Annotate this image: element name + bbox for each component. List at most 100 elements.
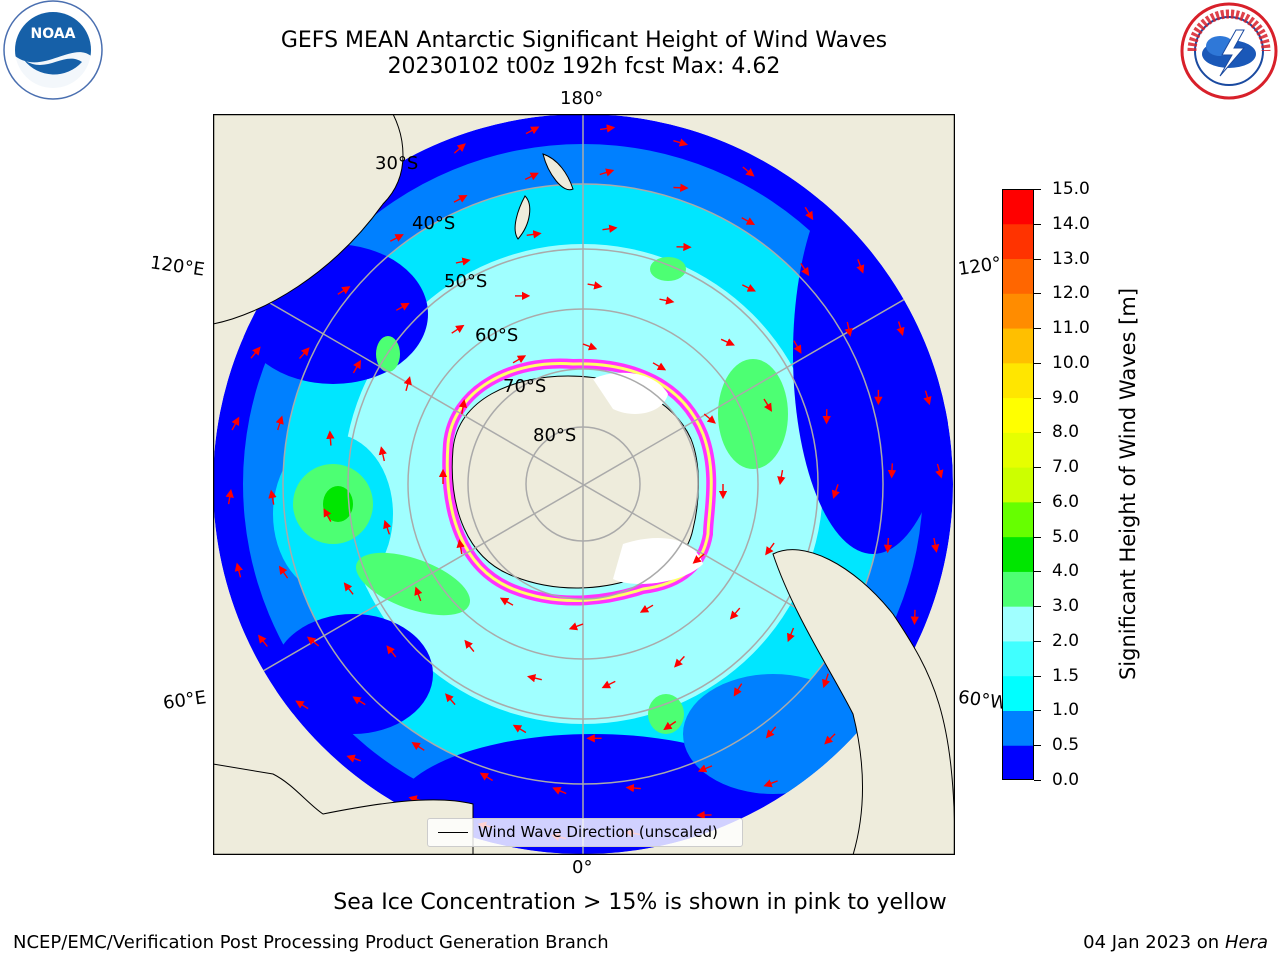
- wind-arrow: [602, 224, 618, 233]
- colorbar-tick-label: 15.0: [1052, 179, 1090, 199]
- lat-label-30s: 30°S: [375, 153, 419, 174]
- wind-arrow: [275, 415, 284, 431]
- lon-label-left-lower: 60°E: [161, 687, 208, 714]
- legend-label: Wind Wave Direction (unscaled): [478, 823, 718, 841]
- colorbar-tick-mark: [1034, 328, 1041, 330]
- colorbar-tick-mark: [1034, 745, 1041, 747]
- wind-arrow: [231, 416, 240, 431]
- wind-arrow: [777, 469, 786, 486]
- colorbar-tick-label: 10.0: [1052, 352, 1090, 373]
- wind-arrow: [765, 726, 777, 739]
- colorbar-tick-mark: [1034, 397, 1041, 399]
- legend-line-sample: [438, 832, 468, 833]
- lon-label-top: 180°: [560, 88, 604, 109]
- wind-arrow: [403, 376, 412, 391]
- colorbar-tick-label: 0.0: [1052, 770, 1080, 790]
- wind-arrow: [525, 126, 540, 135]
- colorbar-segment: [1002, 293, 1034, 329]
- wind-arrow: [526, 230, 542, 239]
- colorbar-tick-mark: [1034, 189, 1041, 190]
- colorbar-segment: [1002, 571, 1034, 607]
- credit-line: NCEP/EMC/Verification Post Processing Pr…: [13, 932, 609, 953]
- colorbar-segment: [1002, 640, 1034, 677]
- wind-arrow: [742, 166, 755, 177]
- wind-arrow: [787, 627, 795, 643]
- wind-arrow: [733, 683, 743, 697]
- colorbar-tick-label: 11.0: [1052, 318, 1090, 339]
- colorbar-segment: [1002, 467, 1034, 503]
- chart-subtitle: 20230102 t00z 192h fcst Max: 4.62: [387, 54, 781, 79]
- colorbar-tick-mark: [1034, 362, 1041, 364]
- colorbar-tick-label: 8.0: [1052, 422, 1080, 443]
- wind-arrow: [831, 484, 840, 499]
- wind-arrow: [568, 622, 584, 631]
- svg-text:NOAA: NOAA: [31, 26, 76, 42]
- wind-arrow: [306, 636, 320, 647]
- wind-arrow: [582, 342, 598, 351]
- wind-arrow: [763, 779, 778, 788]
- lat-label-60s: 60°S: [475, 325, 519, 346]
- wind-arrow: [639, 604, 654, 613]
- wind-arrow: [455, 257, 471, 266]
- wind-arrow: [458, 399, 468, 415]
- map-legend: Wind Wave Direction (unscaled): [427, 818, 743, 847]
- wind-arrow: [298, 347, 310, 359]
- wind-arrow: [257, 634, 268, 647]
- wind-arrow: [445, 693, 456, 706]
- wind-arrow: [692, 553, 705, 564]
- colorbar-tick-label: 0.5: [1052, 735, 1080, 756]
- colorbar-segment: [1002, 501, 1034, 538]
- wind-arrow: [804, 206, 814, 221]
- colorbar-segment: [1002, 189, 1034, 225]
- wind-arrow: [456, 539, 465, 555]
- colorbar-segment: [1002, 432, 1034, 468]
- colorbar-tick-mark: [1034, 258, 1041, 260]
- colorbar-tick-mark: [1034, 675, 1041, 677]
- wind-arrow: [844, 321, 853, 337]
- wind-arrow: [765, 542, 775, 556]
- colorbar-tick-mark: [1034, 223, 1041, 225]
- wind-arrow: [389, 234, 404, 242]
- wind-arrow: [587, 281, 603, 290]
- colorbar-segment: [1002, 328, 1034, 364]
- machine-name: Hera: [1224, 932, 1268, 953]
- wind-arrow: [887, 463, 897, 479]
- wind-arrow: [896, 321, 905, 337]
- wind-arrow: [234, 562, 243, 578]
- colorbar-tick-mark: [1034, 536, 1041, 538]
- wind-arrow: [295, 700, 309, 710]
- wind-arrow: [395, 302, 410, 311]
- wind-arrow: [278, 565, 289, 579]
- colorbar-tick-label: 1.5: [1052, 665, 1080, 686]
- wind-arrow: [451, 324, 465, 334]
- wind-arrow: [601, 680, 616, 689]
- colorbar-tick-label: 2.0: [1052, 630, 1080, 651]
- lat-label-80s: 80°S: [533, 425, 577, 446]
- wind-arrow: [652, 362, 667, 371]
- lat-label-40s: 40°S: [412, 213, 456, 234]
- colorbar-segment: [1002, 223, 1034, 260]
- date-stamp: 04 Jan 2023 on Hera: [1083, 932, 1268, 953]
- lat-label-70s: 70°S: [503, 376, 547, 397]
- colorbar-segment: [1002, 606, 1034, 642]
- colorbar-tick-mark: [1034, 501, 1041, 503]
- wind-arrow: [323, 508, 332, 522]
- wind-arrow: [499, 597, 514, 606]
- colorbar-tick-mark: [1034, 780, 1041, 781]
- colorbar: [1002, 189, 1034, 780]
- wind-arrow: [883, 537, 893, 554]
- wind-arrow: [793, 340, 802, 354]
- colorbar-segment: [1002, 258, 1034, 294]
- colorbar-tick-label: 7.0: [1052, 457, 1080, 478]
- wind-arrow: [225, 489, 234, 505]
- wind-arrow: [268, 489, 277, 505]
- wind-arrow: [346, 754, 362, 763]
- colorbar-label: Significant Height of Wind Waves [m]: [1116, 287, 1140, 681]
- wind-arrow: [625, 783, 641, 793]
- wind-arrow: [527, 674, 542, 683]
- wind-arrow: [674, 655, 685, 668]
- colorbar-tick-label: 6.0: [1052, 491, 1080, 512]
- colorbar-tick-mark: [1034, 640, 1041, 642]
- wind-arrow: [824, 733, 836, 745]
- wind-arrow: [697, 764, 713, 773]
